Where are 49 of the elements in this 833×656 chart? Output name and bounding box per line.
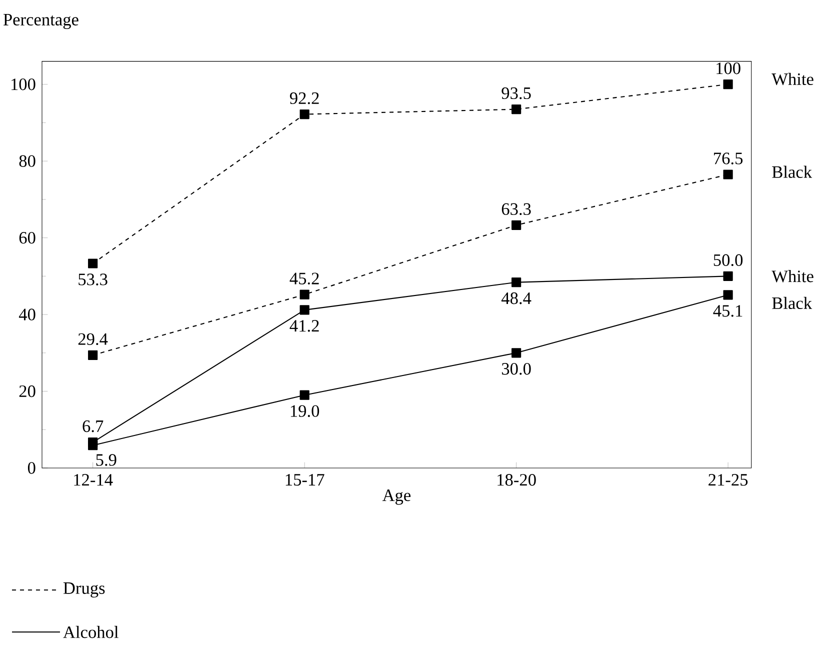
y-tick-label: 0 [28,462,36,474]
x-tick-label: 12-14 [74,474,113,486]
data-label: 19.0 [290,405,320,417]
point [723,290,733,300]
point [512,104,522,114]
point [512,220,522,230]
x-tick-label: 15-17 [286,474,324,486]
y-tick-label: 100 [11,78,36,90]
x-tick-label: 18-20 [498,474,536,486]
point [723,80,733,90]
point [512,278,522,288]
x-tick-label: 21-25 [708,474,748,486]
text: White [772,270,814,282]
data-label: 45.1 [713,305,742,317]
point [300,305,310,315]
text: Drugs [63,582,105,598]
data-label: 45.2 [290,272,319,284]
data-label: 5.9 [96,454,116,466]
point [723,271,733,281]
data-label: 29.4 [78,333,108,346]
data-label: 100 [716,62,740,74]
point [723,170,733,180]
data-label: 93.5 [502,87,531,100]
data-label: 63.3 [502,203,531,216]
data-label: 48.4 [501,292,532,304]
text: Black [772,166,812,178]
point [88,440,98,450]
y-tick-label: 20 [19,385,36,398]
data-label: 92.2 [290,92,319,104]
point [88,258,98,268]
y-tick-label: 80 [19,155,36,167]
text: White [772,72,814,86]
text: Alcohol [63,626,118,638]
data-label: 50.0 [714,254,743,266]
point [512,348,522,358]
point [300,109,310,120]
text: Black [772,296,812,310]
point [300,290,310,300]
data-label: 41.2 [290,320,319,332]
data-label: 30.0 [502,363,531,375]
y-axis-title: Percentage [3,14,78,30]
x-axis-title: Age [382,490,410,505]
y-tick-label: 40 [18,308,36,320]
point [88,350,98,360]
data-label: 53.3 [78,274,108,286]
data-label: 76.5 [714,152,743,164]
data-label: 6.7 [82,420,104,432]
point [300,390,310,400]
y-tick-label: 60 [19,232,36,244]
